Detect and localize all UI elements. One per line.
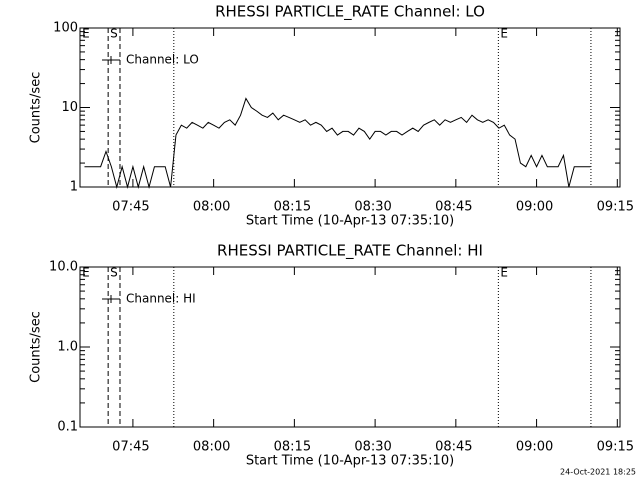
marker-label: E	[82, 27, 90, 41]
legend-label: Channel: LO	[126, 53, 199, 67]
marker-label: E	[500, 27, 508, 41]
y-tick-label: 10	[61, 100, 78, 115]
marker-label: E	[82, 266, 90, 280]
x-tick-label: 09:15	[597, 200, 634, 215]
chart-title: RHESSI PARTICLE_RATE Channel: LO	[215, 3, 485, 22]
x-tick-label: 08:45	[435, 440, 472, 455]
marker-label: S	[110, 27, 118, 41]
x-tick-label: 08:00	[193, 440, 230, 455]
x-tick-label: 07:45	[112, 200, 149, 215]
x-tick-label: 09:00	[516, 440, 553, 455]
x-tick-label: 08:45	[435, 200, 472, 215]
y-axis-label: Counts/sec	[29, 72, 44, 144]
x-tick-label: 08:15	[274, 200, 311, 215]
chart-title: RHESSI PARTICLE_RATE Channel: HI	[217, 242, 483, 261]
timestamp: 24-Oct-2021 18:25	[560, 468, 636, 477]
x-axis-label: Start Time (10-Apr-13 07:35:10)	[246, 214, 454, 229]
y-tick-label: 1	[70, 180, 78, 195]
x-tick-label: 08:30	[354, 440, 391, 455]
x-tick-label: 09:15	[597, 440, 634, 455]
y-tick-label: 10.0	[49, 260, 78, 275]
x-tick-label: 08:00	[193, 200, 230, 215]
x-tick-label: 09:00	[516, 200, 553, 215]
y-axis-label: Counts/sec	[29, 311, 44, 383]
y-tick-label: 0.1	[57, 420, 78, 435]
x-tick-label: 07:45	[112, 440, 149, 455]
data-line	[84, 97, 591, 189]
legend-label: Channel: HI	[126, 292, 196, 306]
y-tick-label: 1.0	[57, 340, 78, 355]
x-tick-label: 08:15	[274, 440, 311, 455]
marker-label: E	[500, 266, 508, 280]
x-axis-label: Start Time (10-Apr-13 07:35:10)	[246, 454, 454, 469]
x-tick-label: 08:30	[354, 200, 391, 215]
marker-label: S	[110, 266, 118, 280]
y-tick-label: 100	[53, 21, 78, 36]
